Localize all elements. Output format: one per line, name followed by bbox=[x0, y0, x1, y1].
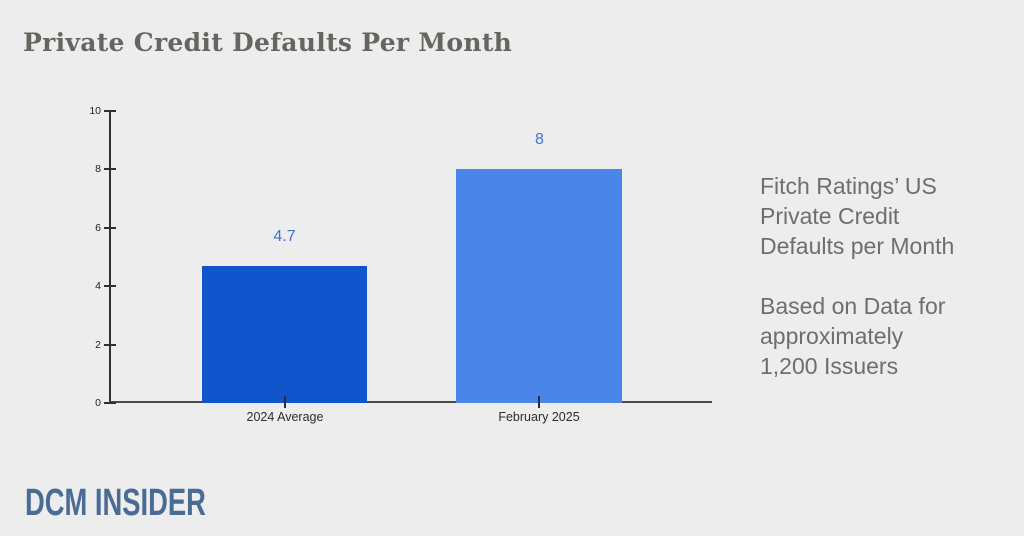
x-category-label: 2024 Average bbox=[246, 410, 324, 424]
y-tick-mark bbox=[104, 343, 116, 346]
annotation-paragraph: Based on Data for approximately 1,200 Issu… bbox=[760, 291, 990, 381]
y-tick-label: 6 bbox=[95, 221, 101, 234]
annotation-paragraph: Fitch Ratings’ US Private Credit Defaults … bbox=[760, 171, 990, 261]
dcm-insider-logo: DCM INSIDER bbox=[25, 482, 206, 524]
y-axis-line bbox=[109, 111, 111, 403]
annotation-line: Based on Data for bbox=[760, 293, 946, 319]
bar-2024-average bbox=[202, 265, 367, 403]
bar-february-2025 bbox=[456, 169, 622, 403]
y-tick-mark bbox=[104, 168, 116, 171]
y-tick-mark bbox=[104, 110, 116, 112]
y-tick-label: 10 bbox=[89, 105, 101, 117]
y-tick-label: 2 bbox=[95, 338, 101, 351]
y-tick-label: 0 bbox=[95, 397, 101, 409]
annotation-line: Defaults per Month bbox=[760, 233, 955, 259]
page-title: Private Credit Defaults Per Month bbox=[23, 28, 513, 57]
annotation-text: Fitch Ratings’ US Private Credit Defaults … bbox=[760, 171, 990, 411]
x-category-label: February 2025 bbox=[498, 410, 580, 424]
y-tick-label: 4 bbox=[95, 280, 101, 293]
bar-value-label: 4.7 bbox=[273, 227, 296, 245]
y-tick-label: 8 bbox=[95, 163, 101, 176]
x-tick-mark bbox=[538, 396, 540, 408]
x-tick-mark bbox=[284, 396, 286, 408]
bar-value-label: 8 bbox=[535, 131, 544, 149]
annotation-line: 1,200 Issuers bbox=[760, 353, 899, 379]
annotation-line: Fitch Ratings’ US bbox=[760, 173, 937, 199]
y-tick-mark bbox=[104, 226, 116, 229]
annotation-line: Private Credit bbox=[760, 203, 900, 229]
y-tick-mark bbox=[104, 402, 116, 404]
annotation-line: approximately bbox=[760, 323, 904, 349]
x-axis-line bbox=[109, 401, 712, 403]
y-tick-mark bbox=[104, 285, 116, 288]
